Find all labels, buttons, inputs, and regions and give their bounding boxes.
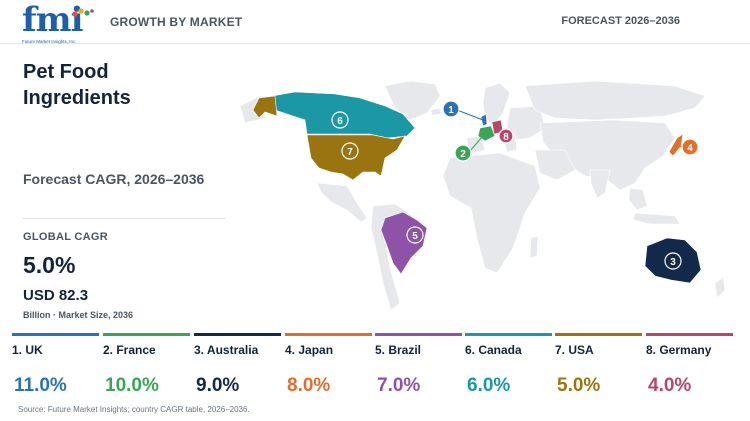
country-cagr: 9.0% <box>196 375 240 396</box>
header: fmi Future Market Insights, Inc. GROWTH … <box>0 0 750 44</box>
market-size-note: Billion · Market Size, 2036 <box>23 310 134 320</box>
country-name: 3. Australia <box>194 343 259 357</box>
country-name: 6. Canada <box>465 343 522 357</box>
country-color-bar <box>12 333 99 336</box>
country-name: 4. Japan <box>285 343 334 357</box>
logo-dots-icon <box>72 8 94 17</box>
country-color-bar <box>555 333 642 336</box>
marker-germany[interactable]: 8 <box>498 128 514 144</box>
country-name: 8. Germany <box>646 343 712 357</box>
section-label: GROWTH BY MARKET <box>110 15 243 29</box>
marker-australia[interactable]: 3 <box>664 252 682 270</box>
marker-brazil-label: 5 <box>412 231 418 242</box>
country-cagr: 11.0% <box>14 375 67 396</box>
marker-germany-label: 8 <box>503 132 509 143</box>
logo-tagline: Future Market Insights, Inc. <box>22 39 77 44</box>
country-color-bar <box>375 333 462 336</box>
country-card-canada[interactable]: 6. Canada 6.0% <box>465 333 552 401</box>
global-cagr-value: 5.0% <box>23 252 76 278</box>
forecast-subtitle: Forecast CAGR, 2026–2036 <box>23 171 205 187</box>
country-color-bar <box>103 333 190 336</box>
japan-region[interactable] <box>668 133 684 157</box>
usa-region[interactable] <box>306 134 406 181</box>
divider <box>23 218 225 219</box>
marker-australia-label: 3 <box>670 257 676 268</box>
country-card-uk[interactable]: 1. UK 11.0% <box>12 333 99 401</box>
country-card-australia[interactable]: 3. Australia 9.0% <box>194 333 281 401</box>
world-map: 1 2 8 4 5 6 7 3 <box>239 80 726 311</box>
country-color-bar <box>646 333 733 336</box>
country-cagr: 10.0% <box>105 375 159 396</box>
logo-wordmark: fmi <box>22 0 84 40</box>
forecast-label: FORECAST 2026–2036 <box>561 15 680 27</box>
country-cagr: 7.0% <box>377 375 421 396</box>
country-card-germany[interactable]: 8. Germany 4.0% <box>646 333 733 401</box>
marker-brazil[interactable]: 5 <box>406 226 424 244</box>
country-card-usa[interactable]: 7. USA 5.0% <box>555 333 642 401</box>
country-name: 2. France <box>103 343 156 357</box>
uk-region[interactable] <box>480 113 488 127</box>
country-cagr: 4.0% <box>648 375 692 396</box>
country-color-bar <box>194 333 281 336</box>
country-name: 7. USA <box>555 343 594 357</box>
country-name: 5. Brazil <box>375 343 422 357</box>
country-color-bar <box>465 333 552 336</box>
country-color-bar <box>285 333 372 336</box>
global-cagr-label: GLOBAL CAGR <box>23 231 108 243</box>
marker-uk[interactable]: 1 <box>442 100 460 118</box>
marker-france-label: 2 <box>460 149 466 160</box>
marker-canada[interactable]: 6 <box>331 111 349 129</box>
country-name: 1. UK <box>12 343 43 357</box>
fmi-logo[interactable]: fmi Future Market Insights, Inc. <box>22 2 94 44</box>
source-note: Source: Future Market Insights; country … <box>18 405 250 414</box>
page-title: Pet Food Ingredients <box>23 61 131 109</box>
country-cagr-strip: 1. UK 11.0% 2. France 10.0% 3. Australia… <box>12 333 736 401</box>
marker-usa-label: 7 <box>347 147 353 158</box>
country-card-brazil[interactable]: 5. Brazil 7.0% <box>375 333 462 401</box>
marker-uk-label: 1 <box>448 105 454 116</box>
australia-region[interactable] <box>644 237 702 284</box>
marker-france[interactable]: 2 <box>454 144 472 162</box>
marker-usa[interactable]: 7 <box>341 142 359 160</box>
alaska-region[interactable] <box>252 95 278 119</box>
country-card-france[interactable]: 2. France 10.0% <box>103 333 190 401</box>
country-cagr: 8.0% <box>287 375 331 396</box>
marker-japan-label: 4 <box>687 143 693 154</box>
market-size-value: USD 82.3 <box>23 287 89 304</box>
country-cagr: 6.0% <box>467 375 511 396</box>
marker-canada-label: 6 <box>337 116 343 127</box>
marker-japan[interactable]: 4 <box>681 138 699 156</box>
country-card-japan[interactable]: 4. Japan 8.0% <box>285 333 372 401</box>
country-cagr: 5.0% <box>557 375 601 396</box>
